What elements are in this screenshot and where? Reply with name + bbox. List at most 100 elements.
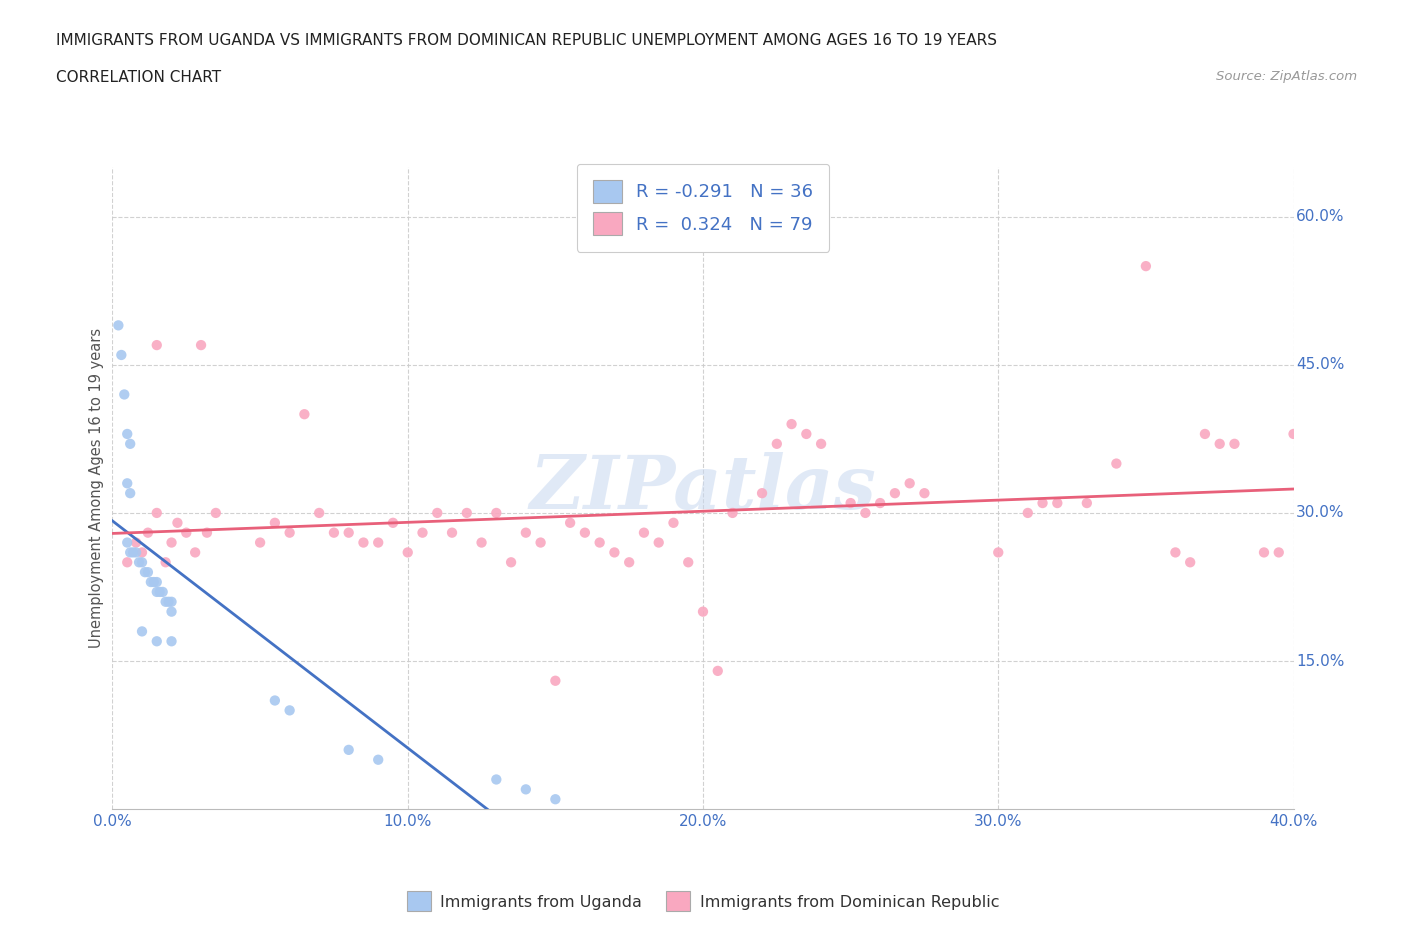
Point [146, 634, 169, 649]
Point [558, 515, 582, 530]
Point [142, 575, 165, 590]
Point [160, 535, 183, 550]
Point [544, 673, 567, 688]
Point [155, 594, 177, 609]
Legend: R = -0.291   N = 36, R =  0.324   N = 79: R = -0.291 N = 36, R = 0.324 N = 79 [576, 164, 830, 251]
Point [721, 506, 744, 521]
Point [136, 565, 159, 579]
Point [619, 555, 641, 570]
Point [810, 436, 832, 451]
Point [337, 742, 360, 757]
Point [195, 525, 218, 540]
Point [751, 485, 773, 500]
Text: ZIPatlas: ZIPatlas [530, 452, 876, 525]
Point [146, 338, 169, 352]
Point [796, 427, 818, 442]
Point [117, 427, 138, 442]
Point [544, 791, 567, 806]
Point [166, 515, 188, 530]
Text: IMMIGRANTS FROM UGANDA VS IMMIGRANTS FROM DOMINICAN REPUBLIC UNEMPLOYMENT AMONG : IMMIGRANTS FROM UGANDA VS IMMIGRANTS FRO… [56, 33, 997, 47]
Point [647, 535, 671, 550]
Point [190, 338, 212, 352]
Point [155, 555, 177, 570]
Text: 60.0%: 60.0% [1296, 209, 1344, 224]
Legend: Immigrants from Uganda, Immigrants from Dominican Republic: Immigrants from Uganda, Immigrants from … [401, 885, 1005, 917]
Point [308, 506, 330, 521]
Point [157, 594, 180, 609]
Point [1032, 496, 1054, 511]
Point [149, 584, 172, 599]
Point [766, 436, 789, 451]
Point [128, 555, 150, 570]
Point [869, 496, 891, 511]
Point [131, 624, 153, 639]
Point [160, 604, 183, 619]
Point [1253, 545, 1275, 560]
Point [1268, 545, 1291, 560]
Point [131, 545, 153, 560]
Point [120, 485, 142, 500]
Point [1194, 427, 1216, 442]
Point [396, 545, 419, 560]
Point [662, 515, 685, 530]
Text: 45.0%: 45.0% [1296, 357, 1344, 372]
Point [152, 584, 174, 599]
Point [456, 506, 478, 521]
Point [367, 535, 389, 550]
Point [107, 318, 129, 333]
Point [441, 525, 464, 540]
Point [501, 555, 523, 570]
Point [1282, 427, 1305, 442]
Point [1076, 496, 1098, 511]
Point [588, 535, 610, 550]
Point [1046, 496, 1069, 511]
Point [174, 525, 197, 540]
Point [112, 387, 135, 402]
Point [117, 535, 138, 550]
Point [470, 535, 494, 550]
Point [515, 782, 537, 797]
Point [134, 565, 156, 579]
Point [1178, 555, 1201, 570]
Point [264, 693, 287, 708]
Point [146, 506, 169, 521]
Point [485, 506, 508, 521]
Text: 15.0%: 15.0% [1296, 654, 1344, 669]
Point [122, 545, 145, 560]
Point [987, 545, 1010, 560]
Point [914, 485, 936, 500]
Point [382, 515, 405, 530]
Point [1208, 436, 1232, 451]
Point [160, 594, 183, 609]
Point [184, 545, 207, 560]
Point [278, 525, 301, 540]
Point [264, 515, 287, 530]
Point [125, 545, 148, 560]
Point [146, 575, 169, 590]
Point [1105, 456, 1128, 471]
Point [1017, 506, 1039, 521]
Text: CORRELATION CHART: CORRELATION CHART [56, 70, 221, 85]
Point [839, 496, 862, 511]
Point [352, 535, 374, 550]
Point [1164, 545, 1187, 560]
Point [337, 525, 360, 540]
Point [278, 703, 301, 718]
Point [884, 485, 907, 500]
Point [120, 436, 142, 451]
Point [117, 476, 138, 491]
Point [898, 476, 921, 491]
Point [603, 545, 626, 560]
Point [160, 634, 183, 649]
Point [529, 535, 551, 550]
Point [205, 506, 228, 521]
Point [292, 406, 315, 421]
Point [411, 525, 433, 540]
Point [633, 525, 655, 540]
Point [139, 575, 162, 590]
Point [706, 663, 728, 678]
Point [780, 417, 803, 432]
Point [136, 525, 159, 540]
Text: 30.0%: 30.0% [1296, 505, 1344, 521]
Point [249, 535, 271, 550]
